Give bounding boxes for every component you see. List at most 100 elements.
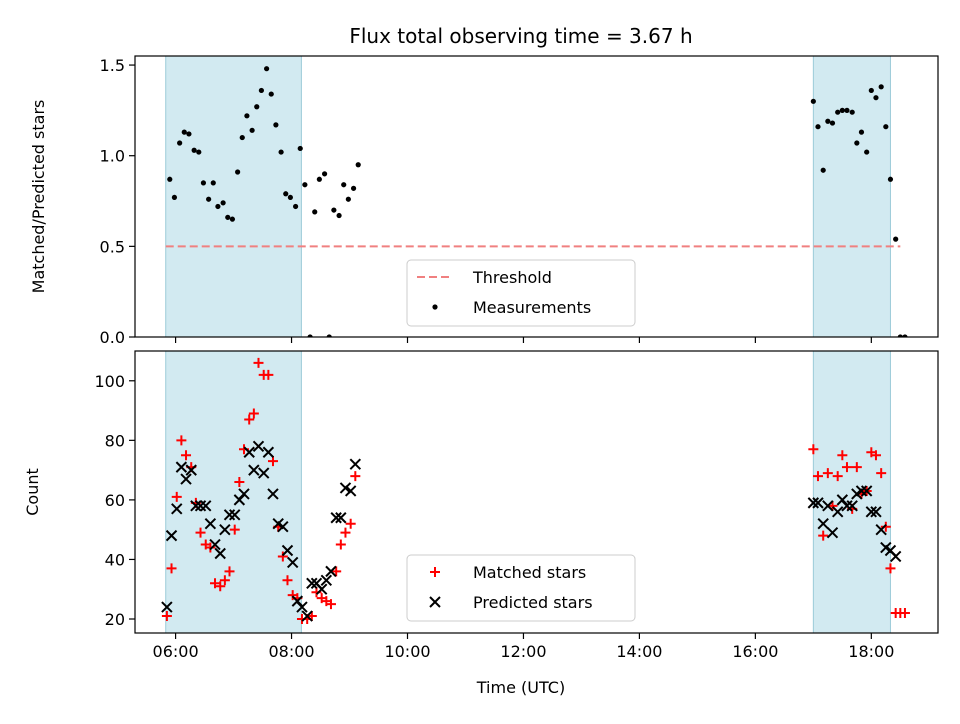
legend-swatch <box>429 596 441 608</box>
data-point <box>817 518 829 530</box>
data-point <box>880 521 891 532</box>
data-point <box>345 518 356 529</box>
data-point <box>252 440 265 452</box>
y-tick-label: 100 <box>94 372 125 391</box>
data-point <box>181 450 192 461</box>
data-point <box>287 194 293 201</box>
data-point <box>306 577 318 589</box>
data-point <box>224 566 235 577</box>
data-point <box>815 124 821 130</box>
legend-label: Measurements <box>473 298 591 317</box>
data-point <box>870 506 882 518</box>
legend-label: Matched stars <box>473 563 586 582</box>
data-point <box>808 444 819 455</box>
data-point <box>875 523 887 536</box>
data-point <box>273 122 279 128</box>
data-point <box>835 109 841 115</box>
x-axis-label: Time (UTC) <box>476 678 565 697</box>
data-point <box>330 512 342 524</box>
data-point <box>200 180 207 186</box>
data-point <box>205 542 216 553</box>
data-point <box>244 113 250 119</box>
series-predicted-stars <box>161 440 902 622</box>
data-point <box>167 176 173 182</box>
data-point <box>161 601 173 613</box>
data-point <box>893 236 899 242</box>
data-point <box>248 408 259 419</box>
data-point <box>204 518 217 530</box>
data-point <box>326 334 332 337</box>
data-point <box>897 334 903 337</box>
data-point <box>258 467 270 479</box>
data-point <box>839 107 845 113</box>
x-tick-label: 12:00 <box>500 642 546 661</box>
data-point <box>822 468 833 479</box>
data-point <box>248 464 260 476</box>
x-tick-label: 14:00 <box>616 642 662 661</box>
data-point <box>244 414 255 425</box>
data-point <box>296 601 308 613</box>
data-point <box>293 203 299 210</box>
shaded-interval-2 <box>812 55 891 338</box>
data-point <box>253 357 264 368</box>
count-panel: 06:00 08:00 10:00 12:00 14:00 16:00 18:00 20 40 6… <box>23 350 939 661</box>
data-point <box>868 87 874 94</box>
data-point <box>355 162 361 168</box>
data-point <box>316 176 322 182</box>
data-point <box>350 471 361 482</box>
data-point <box>180 473 192 485</box>
data-point <box>841 500 853 512</box>
data-point <box>889 550 902 563</box>
data-point <box>849 109 855 115</box>
data-point <box>841 462 852 473</box>
data-point <box>229 216 236 222</box>
data-point <box>846 500 858 512</box>
data-point <box>339 482 352 494</box>
data-point <box>336 212 342 219</box>
data-point <box>344 485 357 497</box>
data-point <box>171 503 183 515</box>
data-point <box>335 512 347 524</box>
data-point <box>820 167 826 173</box>
data-point <box>191 147 197 153</box>
data-point <box>297 145 303 152</box>
data-point <box>312 209 318 215</box>
x-tick-label: 06:00 <box>153 642 199 661</box>
data-point <box>810 98 816 104</box>
data-point <box>177 140 183 146</box>
data-point <box>176 435 187 446</box>
shaded-interval-1 <box>165 55 302 338</box>
data-point <box>200 500 212 512</box>
data-point <box>822 500 834 512</box>
data-point <box>321 171 328 177</box>
axes-frame <box>134 350 939 634</box>
data-point <box>320 574 333 586</box>
data-point <box>325 599 336 610</box>
y-tick-label: 40 <box>105 550 125 569</box>
data-point <box>161 611 172 622</box>
data-point <box>851 462 862 473</box>
data-point <box>206 196 212 202</box>
data-point <box>870 450 881 461</box>
chart-title: Flux total observing time = 3.67 h <box>349 24 692 48</box>
x-tick-label: 18:00 <box>848 642 894 661</box>
data-point <box>902 334 908 337</box>
y-tick-label: 80 <box>105 431 125 450</box>
data-point <box>249 127 255 133</box>
data-point <box>219 575 230 586</box>
data-point <box>166 563 177 574</box>
data-point <box>215 203 221 210</box>
data-point <box>214 547 226 560</box>
data-point <box>210 180 216 186</box>
y-tick-label: 1.0 <box>100 147 125 166</box>
data-point <box>258 87 264 94</box>
data-point <box>831 506 844 518</box>
data-point <box>196 149 202 155</box>
data-point <box>873 95 879 101</box>
y-tick-label: 60 <box>105 491 125 510</box>
data-point <box>267 456 278 467</box>
y-tick-label: 0.5 <box>100 237 125 256</box>
data-point <box>829 120 836 126</box>
